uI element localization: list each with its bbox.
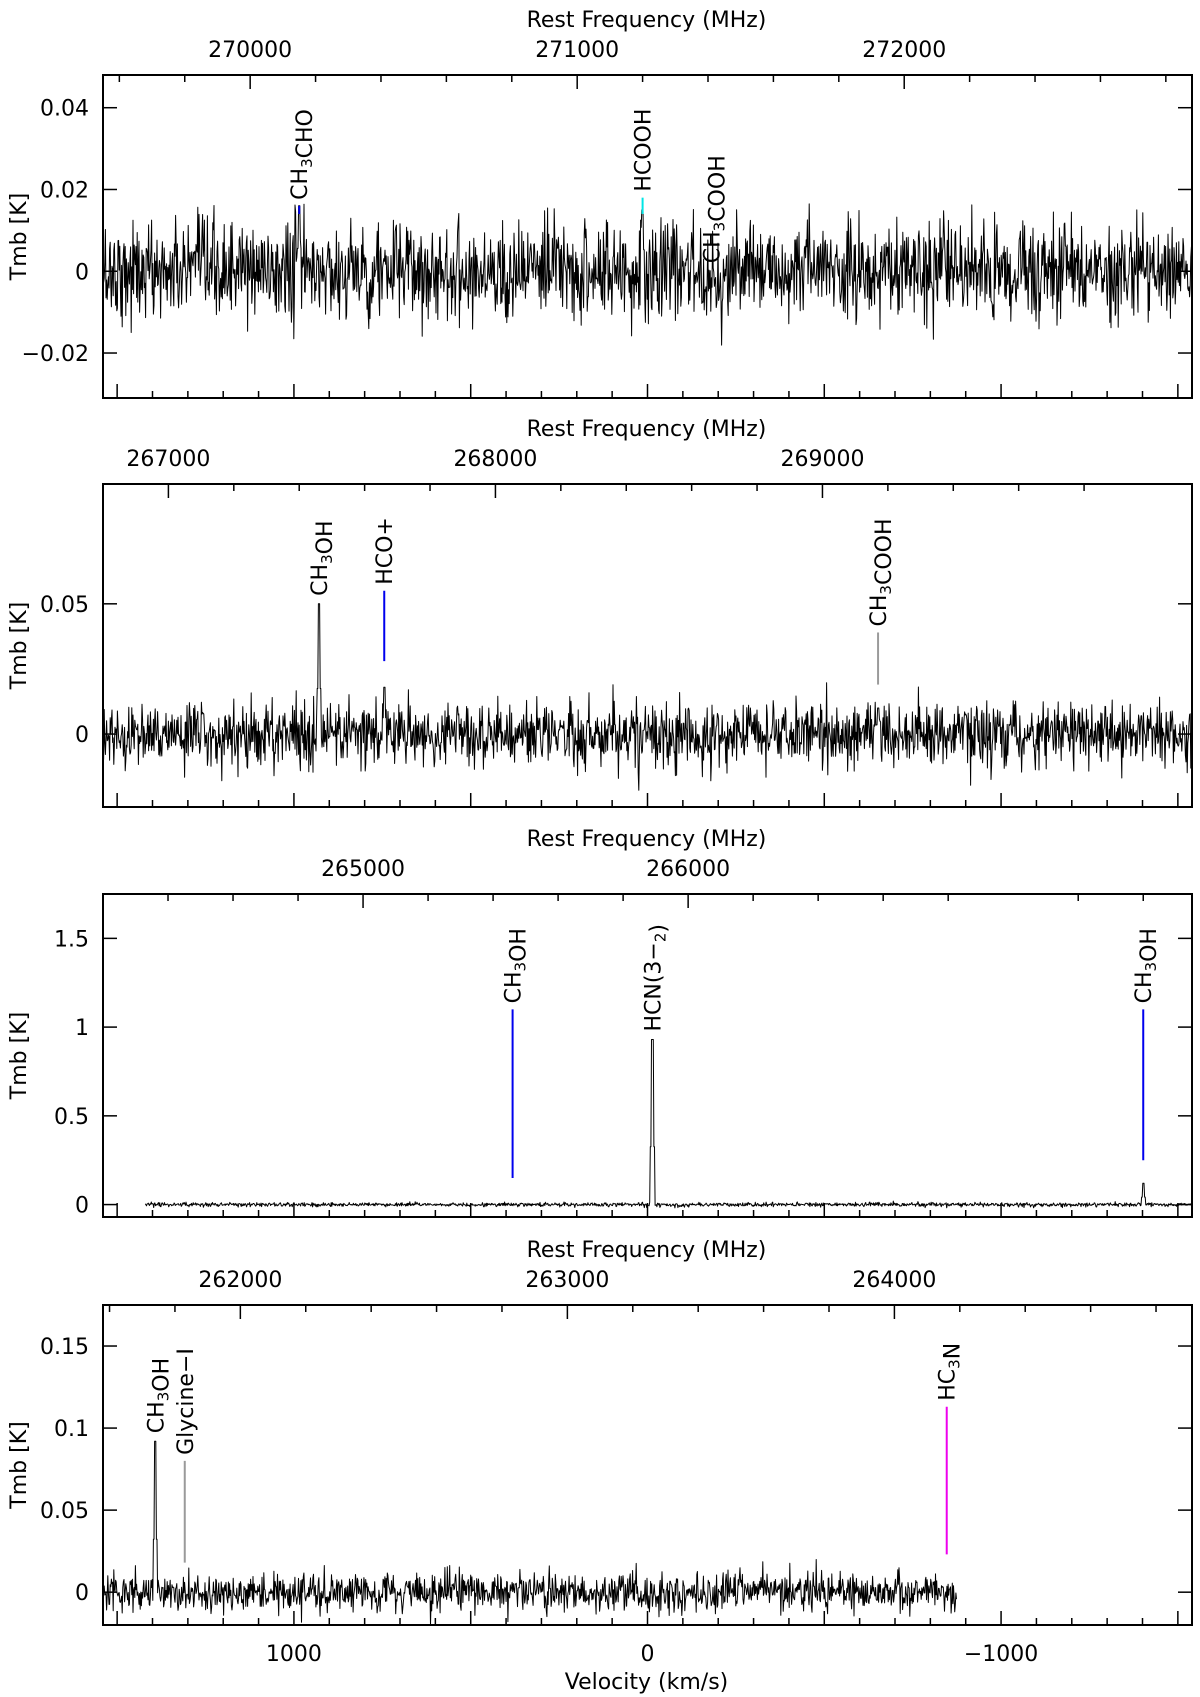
- freq-tick-label: 267000: [126, 447, 210, 472]
- molecule-label: CH3COOH: [867, 518, 897, 626]
- freq-tick-label: 271000: [535, 38, 619, 63]
- freq-tick-label: 270000: [208, 38, 292, 63]
- velocity-tick-label: 0: [641, 1642, 655, 1667]
- y-tick-label: 0.5: [54, 1105, 89, 1130]
- top-axis-label: Rest Frequency (MHz): [527, 827, 767, 852]
- y-tick-label: 1.5: [54, 927, 89, 952]
- spectrum-trace: [102, 203, 1193, 346]
- freq-tick-label: 264000: [852, 1268, 936, 1293]
- spectrum-panel-3: Rest Frequency (MHz) 265000 266000 1.5 1 0.5 0…: [7, 827, 1193, 1219]
- y-tick-label: 0.1: [54, 1417, 89, 1442]
- y-axis-label: Tmb [K]: [7, 602, 32, 690]
- freq-tick-label: 268000: [453, 447, 537, 472]
- molecule-label: Glycine−I: [174, 1348, 199, 1455]
- molecule-label: CH3OH: [308, 521, 338, 596]
- y-tick-label: 0.05: [40, 1499, 89, 1524]
- freq-tick-label: 266000: [646, 857, 730, 882]
- y-tick-label: 0.05: [40, 593, 89, 618]
- freq-tick-label: 263000: [525, 1268, 609, 1293]
- molecule-label: CH3OH: [144, 1358, 174, 1433]
- spectrum-trace: [144, 1039, 1193, 1209]
- y-tick-label: 0: [75, 723, 89, 748]
- y-tick-label: 1: [75, 1016, 89, 1041]
- molecule-label: CH3CHO: [288, 109, 318, 200]
- freq-tick-label: 265000: [321, 857, 405, 882]
- velocity-tick-label: 1000: [266, 1642, 322, 1667]
- top-axis-label: Rest Frequency (MHz): [527, 8, 767, 33]
- molecule-label: HCO+: [373, 517, 398, 585]
- y-tick-label: 0.04: [40, 97, 89, 122]
- y-tick-label: 0.02: [40, 178, 89, 203]
- y-axis-label: Tmb [K]: [7, 193, 32, 281]
- y-tick-label: 0: [75, 1194, 89, 1219]
- spectrum-panel-2: Rest Frequency (MHz) 267000 268000 269000 0.…: [7, 417, 1193, 808]
- freq-tick-label: 262000: [198, 1268, 282, 1293]
- molecule-label: CH3COOH: [700, 155, 730, 263]
- top-axis-label: Rest Frequency (MHz): [527, 1238, 767, 1263]
- plot-frame: [102, 1304, 1193, 1626]
- spectrum-trace: [102, 1440, 957, 1626]
- y-tick-label: −0.02: [22, 342, 89, 367]
- freq-tick-label: 272000: [862, 38, 946, 63]
- x-axis-label: Velocity (km/s): [565, 1670, 729, 1695]
- top-axis-label: Rest Frequency (MHz): [527, 417, 767, 442]
- spectrum-panel-4: Rest Frequency (MHz) 262000 263000 264000 0.…: [7, 1238, 1193, 1695]
- y-tick-label: 0: [75, 1581, 89, 1606]
- freq-tick-label: 269000: [780, 447, 864, 472]
- molecule-label: HCOOH: [632, 109, 657, 192]
- molecule-label: CH3OH: [1132, 928, 1162, 1003]
- plot-frame: [102, 74, 1193, 399]
- y-axis-label: Tmb [K]: [7, 1421, 32, 1509]
- plot-frame: [102, 483, 1193, 808]
- molecule-label: HCN(3−2): [641, 924, 671, 1032]
- spectrum-panel-1: Rest Frequency (MHz) 270000 271000 272000 0.…: [7, 8, 1193, 399]
- molecule-label: CH3OH: [502, 928, 532, 1003]
- spectrum-trace: [102, 603, 1193, 791]
- y-tick-label: 0: [75, 260, 89, 285]
- plot-frame: [102, 893, 1193, 1218]
- molecule-label: HC3N: [936, 1343, 966, 1401]
- velocity-tick-label: −1000: [964, 1642, 1038, 1667]
- y-tick-label: 0.15: [40, 1335, 89, 1360]
- y-axis-label: Tmb [K]: [7, 1012, 32, 1100]
